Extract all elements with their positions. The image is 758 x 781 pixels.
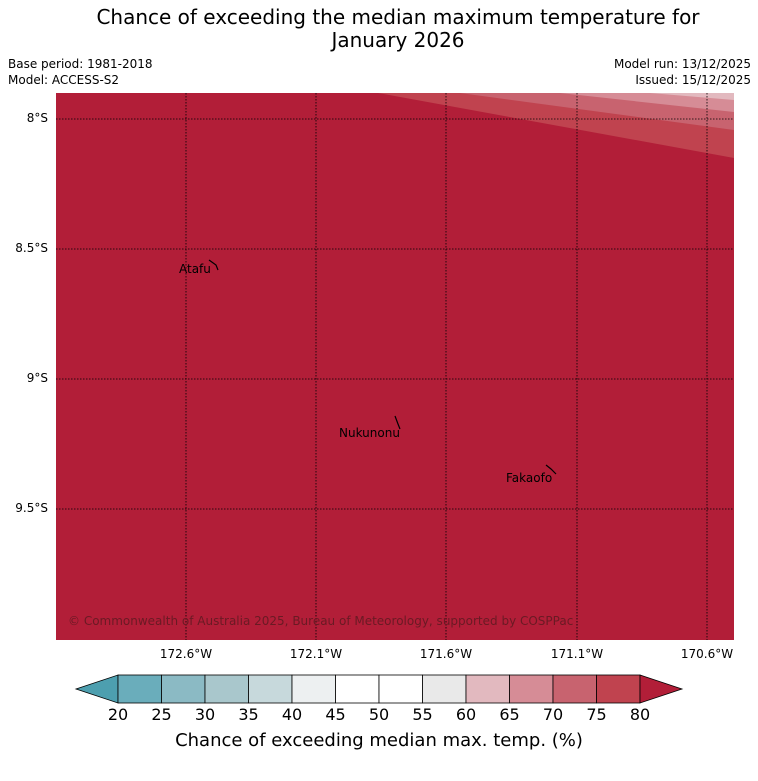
- colorbar-bin-55-60: [422, 674, 467, 704]
- map-background: [56, 93, 734, 640]
- colorbar-bin-20-25: [117, 674, 162, 704]
- colorbar-tick-70: 70: [542, 705, 564, 724]
- lat-label-9s: 9°S: [26, 371, 48, 385]
- colorbar-tick-80: 80: [629, 705, 651, 724]
- lat-label-8-5s: 8.5°S: [15, 241, 48, 255]
- colorbar-bin-30-35: [204, 674, 249, 704]
- issued-date: Issued: 15/12/2025: [635, 73, 751, 87]
- lon-label-171-1w: 171.1°W: [550, 647, 604, 661]
- copyright-notice: © Commonwealth of Australia 2025, Bureau…: [68, 614, 574, 628]
- colorbar-tick-25: 25: [151, 705, 172, 724]
- model-run: Model run: 13/12/2025: [613, 57, 751, 71]
- meta-right: Model run: 13/12/2025 Issued: 15/12/2025: [614, 56, 751, 88]
- colorbar-bin-65-70: [509, 674, 554, 704]
- colorbar-tick-75: 75: [586, 705, 607, 724]
- colorbar-bin-40-45: [291, 674, 336, 704]
- place-fakaofo: Fakaofo: [506, 471, 553, 485]
- colorbar-bin-25-30: [161, 674, 206, 704]
- lon-label-172-6w: 172.6°W: [159, 647, 213, 661]
- shade-65-70: [560, 93, 734, 112]
- lon-label-170-6w: 170.6°W: [680, 647, 734, 661]
- gridlines: [56, 93, 734, 640]
- place-atafu: Atafu: [179, 262, 211, 276]
- lat-label-8s: 8°S: [26, 111, 48, 125]
- title-line-1: Chance of exceeding the median maximum t…: [96, 5, 700, 29]
- lon-label-171-6w: 171.6°W: [419, 647, 473, 661]
- colorbar-under-arrow: [74, 674, 119, 704]
- shade-60-65: [650, 93, 734, 100]
- colorbar-tick-50: 50: [368, 705, 390, 724]
- title-line-2: January 2026: [331, 28, 465, 52]
- colorbar-bin-35-40: [248, 674, 293, 704]
- colorbar-bin-70-75: [552, 674, 597, 704]
- colorbar-tick-30: 30: [194, 705, 216, 724]
- atafu-coastline: [208, 259, 219, 271]
- model-name: Model: ACCESS-S2: [8, 73, 120, 87]
- colorbar-tick-35: 35: [238, 705, 259, 724]
- meta-left: Base period: 1981-2018 Model: ACCESS-S2: [8, 56, 153, 88]
- colorbar-tick-55: 55: [412, 705, 433, 724]
- nukunonu-coastline: [394, 415, 401, 430]
- colorbar-tick-45: 45: [325, 705, 346, 724]
- colorbar-bin-75-80: [596, 674, 641, 704]
- colorbar-over-arrow: [639, 674, 684, 704]
- colorbar-tick-65: 65: [499, 705, 520, 724]
- chart-title: Chance of exceeding the median maximum t…: [0, 6, 758, 52]
- colorbar: [74, 674, 684, 704]
- colorbar-tick-20: 20: [107, 705, 129, 724]
- colorbar-bin-45-50: [335, 674, 380, 704]
- colorbar-bin-50-55: [378, 674, 423, 704]
- base-period: Base period: 1981-2018: [8, 57, 153, 71]
- colorbar-bin-60-65: [465, 674, 510, 704]
- colorbar-tick-40: 40: [281, 705, 303, 724]
- colorbar-tick-60: 60: [455, 705, 477, 724]
- fakaofo-coastline: [545, 464, 557, 475]
- lon-label-172-1w: 172.1°W: [289, 647, 343, 661]
- colorbar-title: Chance of exceeding median max. temp. (%…: [175, 730, 583, 751]
- place-nukunonu: Nukunonu: [339, 426, 400, 440]
- lat-label-9-5s: 9.5°S: [15, 501, 48, 515]
